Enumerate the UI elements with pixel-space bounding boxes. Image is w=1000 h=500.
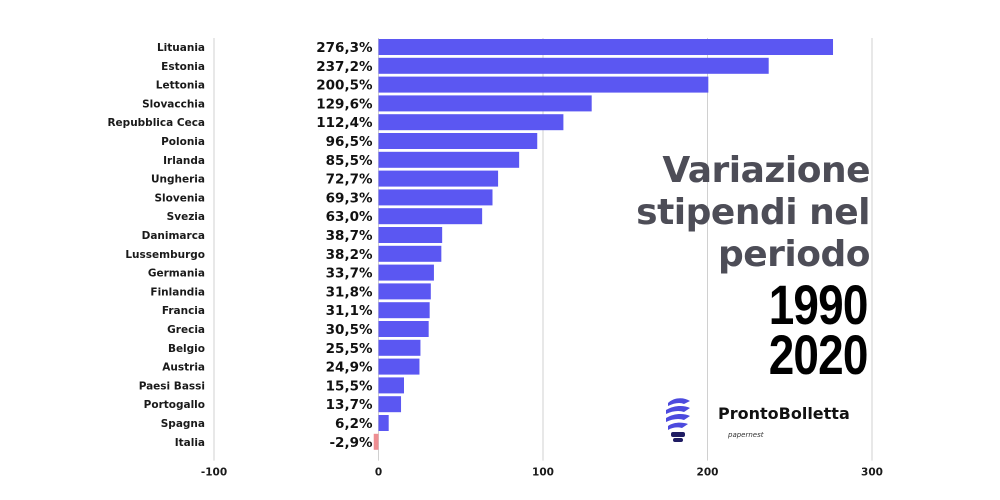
category-label: Estonia xyxy=(161,61,205,73)
year-start: 1990 xyxy=(769,273,869,336)
brand-logo: ProntoBolletta papernest xyxy=(660,395,880,445)
value-label: 31,1% xyxy=(326,303,373,319)
bar-grecia xyxy=(378,321,429,337)
category-label: Finlandia xyxy=(150,286,205,298)
bars xyxy=(373,39,834,450)
bar-austria xyxy=(378,358,420,375)
value-label: 38,2% xyxy=(326,247,373,263)
value-label: 72,7% xyxy=(326,172,373,188)
bar-slovacchia xyxy=(378,95,592,112)
x-tick-label: -100 xyxy=(201,467,227,479)
bar-portogallo xyxy=(378,396,402,413)
x-tick-label: 200 xyxy=(697,467,719,479)
x-axis-ticks: -100 0 100 200 300 xyxy=(201,467,883,479)
chart-title: Variazione stipendi nel periodo xyxy=(636,150,870,276)
lightbulb-icon xyxy=(666,398,690,442)
value-label: 200,5% xyxy=(316,78,373,94)
value-label: 24,9% xyxy=(326,360,373,376)
bar-lussemburgo xyxy=(378,245,442,262)
category-label: Ungheria xyxy=(151,174,205,186)
bar-irlanda xyxy=(378,151,520,168)
bar-ungheria xyxy=(378,170,499,187)
category-label: Danimarca xyxy=(142,230,205,242)
brand-subtitle: papernest xyxy=(728,431,764,439)
category-label: Irlanda xyxy=(163,155,205,167)
category-label: Lituania xyxy=(157,42,205,54)
bar-spagna xyxy=(378,415,389,431)
value-label: 237,2% xyxy=(316,59,373,75)
category-label: Lussemburgo xyxy=(125,249,205,261)
category-label: Belgio xyxy=(168,343,205,355)
value-label: 112,4% xyxy=(316,115,373,131)
bar-lettonia xyxy=(378,76,709,93)
category-label: Germania xyxy=(148,268,205,280)
category-label: Austria xyxy=(162,362,205,374)
brand-name: ProntoBolletta xyxy=(718,404,850,423)
bar-estonia xyxy=(378,57,769,74)
bar-belgio xyxy=(378,339,421,356)
value-label: 85,5% xyxy=(326,153,373,169)
category-label: Spagna xyxy=(161,418,205,430)
category-label: Slovenia xyxy=(154,192,205,204)
bar-finlandia xyxy=(378,283,431,300)
value-label: -2,9% xyxy=(329,435,373,451)
value-label: 31,8% xyxy=(326,284,373,300)
chart-years: 1990 2020 xyxy=(769,273,869,386)
bar-germania xyxy=(378,264,434,281)
value-label: 129,6% xyxy=(316,96,373,112)
bar-paesi-bassi xyxy=(378,377,404,394)
category-label: Slovacchia xyxy=(142,98,205,110)
bar-repubblica-ceca xyxy=(378,114,564,131)
value-label: 25,5% xyxy=(326,341,373,357)
category-label: Portogallo xyxy=(144,399,205,411)
value-label: 13,7% xyxy=(326,397,373,413)
value-label: 30,5% xyxy=(326,322,373,338)
value-label: 69,3% xyxy=(326,190,373,206)
value-label: 96,5% xyxy=(326,134,373,150)
bar-francia xyxy=(378,302,430,319)
chart-title-line-2: stipendi nel xyxy=(636,192,870,233)
category-label: Grecia xyxy=(167,324,205,336)
category-label: Paesi Bassi xyxy=(139,380,205,392)
bar-italia xyxy=(373,433,379,450)
value-label: 276,3% xyxy=(316,40,373,56)
x-tick-label: 300 xyxy=(861,467,883,479)
labels: Lituania 276,3% Estonia 237,2% Lettonia 200,5… xyxy=(107,40,373,451)
category-label: Repubblica Ceca xyxy=(107,117,205,129)
category-label: Polonia xyxy=(161,136,205,148)
value-label: 38,7% xyxy=(326,228,373,244)
value-label: 6,2% xyxy=(335,416,373,432)
bar-lituania xyxy=(378,39,834,55)
chart-title-line-1: Variazione xyxy=(662,150,870,191)
category-label: Svezia xyxy=(167,211,205,223)
year-end: 2020 xyxy=(769,323,869,386)
value-label: 63,0% xyxy=(326,209,373,225)
value-label: 33,7% xyxy=(326,266,373,282)
category-label: Francia xyxy=(162,305,205,317)
x-tick-label: 100 xyxy=(532,467,554,479)
bar-svezia xyxy=(378,208,483,225)
bar-danimarca xyxy=(378,227,443,243)
x-tick-label: 0 xyxy=(375,467,382,479)
value-label: 15,5% xyxy=(326,378,373,394)
chart-title-line-3: periodo xyxy=(717,234,871,275)
bar-slovenia xyxy=(378,189,493,206)
bar-polonia xyxy=(378,133,538,149)
category-label: Lettonia xyxy=(156,80,205,92)
category-label: Italia xyxy=(175,437,205,449)
